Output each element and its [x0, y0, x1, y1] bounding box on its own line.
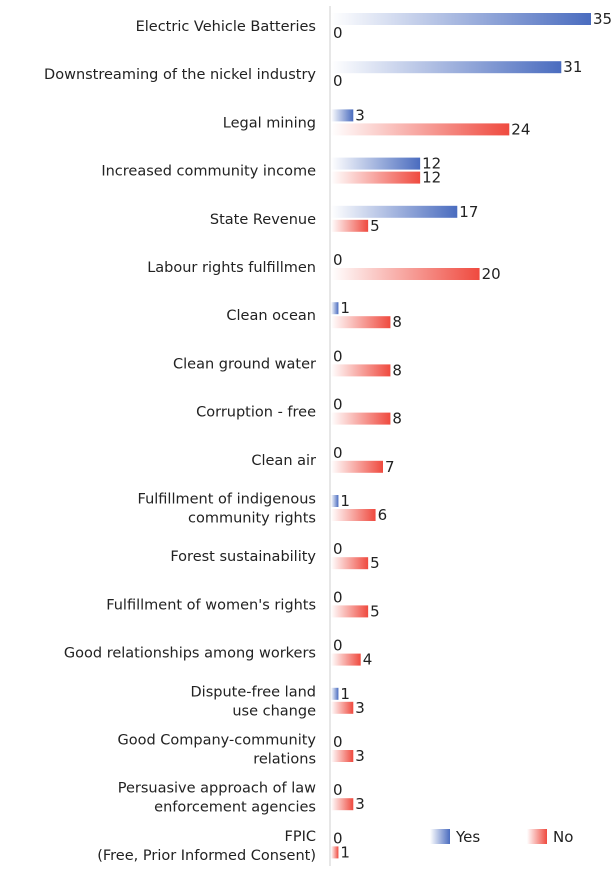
value-label-no-fpic-free-prior-informed-consent: 1: [340, 843, 350, 861]
category-label-increased-community-income: Increased community income: [101, 164, 316, 180]
bar-yes-legal-mining: [331, 109, 354, 122]
value-label-no-labour-rights-fulfillmen: 20: [482, 265, 501, 283]
category-label-state-revenue: State Revenue: [210, 212, 316, 228]
category-label-clean-air: Clean air: [251, 453, 316, 469]
category-label-fulfillment-of-women-s-rights: Fulfillment of women's rights: [106, 597, 316, 613]
value-label-no-legal-mining: 24: [511, 120, 530, 138]
legend-label-no: No: [553, 828, 573, 846]
category-label-corruption-free: Corruption - free: [196, 405, 316, 421]
bar-no-labour-rights-fulfillmen: [331, 268, 480, 280]
value-label-no-clean-ground-water: 8: [392, 361, 402, 379]
bar-no-state-revenue: [331, 219, 369, 232]
value-label-no-downstreaming-of-the-nickel-industry: 0: [333, 72, 343, 90]
bar-no-forest-sustainability: [331, 557, 369, 570]
value-label-yes-increased-community-income: 12: [422, 155, 441, 173]
category-label-persuasive-approach-of-law-enforcement-agencies: Persuasive approach of law enforcement ag…: [118, 781, 316, 816]
category-label-dispute-free-land-use-change: Dispute-free land use change: [191, 684, 317, 719]
value-label-yes-clean-ground-water: 0: [333, 347, 343, 365]
category-label-electric-vehicle-batteries: Electric Vehicle Batteries: [136, 19, 316, 35]
value-label-yes-legal-mining: 3: [355, 106, 365, 124]
legend-label-yes: Yes: [455, 828, 480, 846]
value-label-yes-fpic-free-prior-informed-consent: 0: [333, 829, 343, 847]
value-label-yes-state-revenue: 17: [459, 203, 478, 221]
value-label-no-dispute-free-land-use-change: 3: [355, 699, 365, 717]
value-label-no-clean-ocean: 8: [392, 313, 402, 331]
bar-yes-state-revenue: [331, 205, 458, 218]
bar-no-fpic-free-prior-informed-consent: [331, 846, 339, 859]
value-label-no-persuasive-approach-of-law-enforcement-agencies: 3: [355, 795, 365, 813]
bar-no-clean-ground-water: [331, 364, 391, 377]
bar-no-good-company-community-relations: [331, 750, 354, 762]
value-label-yes-dispute-free-land-use-change: 1: [340, 685, 350, 703]
value-label-no-increased-community-income: 12: [422, 169, 441, 187]
bar-no-persuasive-approach-of-law-enforcement-agencies: [331, 798, 354, 811]
value-label-no-fulfillment-of-indigenous-community-rights: 6: [378, 506, 388, 524]
value-label-yes-fulfillment-of-indigenous-community-rights: 1: [340, 492, 350, 510]
bar-no-dispute-free-land-use-change: [331, 701, 354, 714]
bar-no-legal-mining: [331, 123, 510, 136]
value-label-no-corruption-free: 8: [392, 410, 402, 428]
bar-yes-increased-community-income: [331, 157, 421, 170]
value-label-yes-good-relationships-among-workers: 0: [333, 637, 343, 655]
bar-no-clean-air: [331, 460, 383, 473]
category-label-labour-rights-fulfillmen: Labour rights fulfillmen: [147, 260, 316, 276]
category-label-forest-sustainability: Forest sustainability: [170, 549, 316, 565]
value-label-no-electric-vehicle-batteries: 0: [333, 24, 343, 42]
value-label-yes-fulfillment-of-women-s-rights: 0: [333, 588, 343, 606]
value-label-yes-downstreaming-of-the-nickel-industry: 31: [563, 58, 582, 76]
bar-yes-dispute-free-land-use-change: [331, 687, 339, 700]
category-label-clean-ocean: Clean ocean: [226, 308, 316, 324]
value-label-yes-persuasive-approach-of-law-enforcement-agencies: 0: [333, 781, 343, 799]
category-label-legal-mining: Legal mining: [223, 115, 316, 131]
value-label-yes-forest-sustainability: 0: [333, 540, 343, 558]
category-label-good-company-community-relations: Good Company-community relations: [117, 733, 316, 768]
value-label-no-good-company-community-relations: 3: [355, 747, 365, 765]
bar-yes-electric-vehicle-batteries: [331, 13, 591, 25]
bar-no-fulfillment-of-women-s-rights: [331, 605, 369, 618]
bar-no-corruption-free: [331, 412, 391, 425]
legend-swatch-no: [527, 829, 547, 844]
bar-no-fulfillment-of-indigenous-community-rights: [331, 509, 376, 521]
category-label-clean-ground-water: Clean ground water: [173, 356, 316, 372]
bar-no-clean-ocean: [331, 316, 391, 329]
value-label-no-state-revenue: 5: [370, 217, 380, 235]
value-label-no-clean-air: 7: [385, 458, 395, 476]
value-label-yes-good-company-community-relations: 0: [333, 733, 343, 751]
value-label-no-fulfillment-of-women-s-rights: 5: [370, 602, 380, 620]
category-label-fpic-free-prior-informed-consent: FPIC (Free, Prior Informed Consent): [97, 829, 316, 864]
value-label-yes-corruption-free: 0: [333, 396, 343, 414]
value-label-no-good-relationships-among-workers: 4: [363, 651, 373, 669]
bar-yes-downstreaming-of-the-nickel-industry: [331, 61, 562, 74]
bar-yes-fulfillment-of-indigenous-community-rights: [331, 495, 339, 507]
bar-no-good-relationships-among-workers: [331, 653, 361, 666]
bar-yes-clean-ocean: [331, 302, 339, 315]
value-label-yes-clean-air: 0: [333, 444, 343, 462]
value-label-yes-labour-rights-fulfillmen: 0: [333, 251, 343, 269]
legend-swatch-yes: [430, 829, 450, 844]
legend: Yes No: [430, 828, 573, 846]
value-label-yes-clean-ocean: 1: [340, 299, 350, 317]
bar-no-increased-community-income: [331, 171, 421, 184]
value-label-yes-electric-vehicle-batteries: 35: [593, 10, 612, 28]
category-label-downstreaming-of-the-nickel-industry: Downstreaming of the nickel industry: [44, 67, 316, 83]
value-label-no-forest-sustainability: 5: [370, 554, 380, 572]
category-label-good-relationships-among-workers: Good relationships among workers: [64, 646, 316, 662]
category-label-fulfillment-of-indigenous-community-rights: Fulfillment of indigenous community right…: [138, 492, 316, 527]
